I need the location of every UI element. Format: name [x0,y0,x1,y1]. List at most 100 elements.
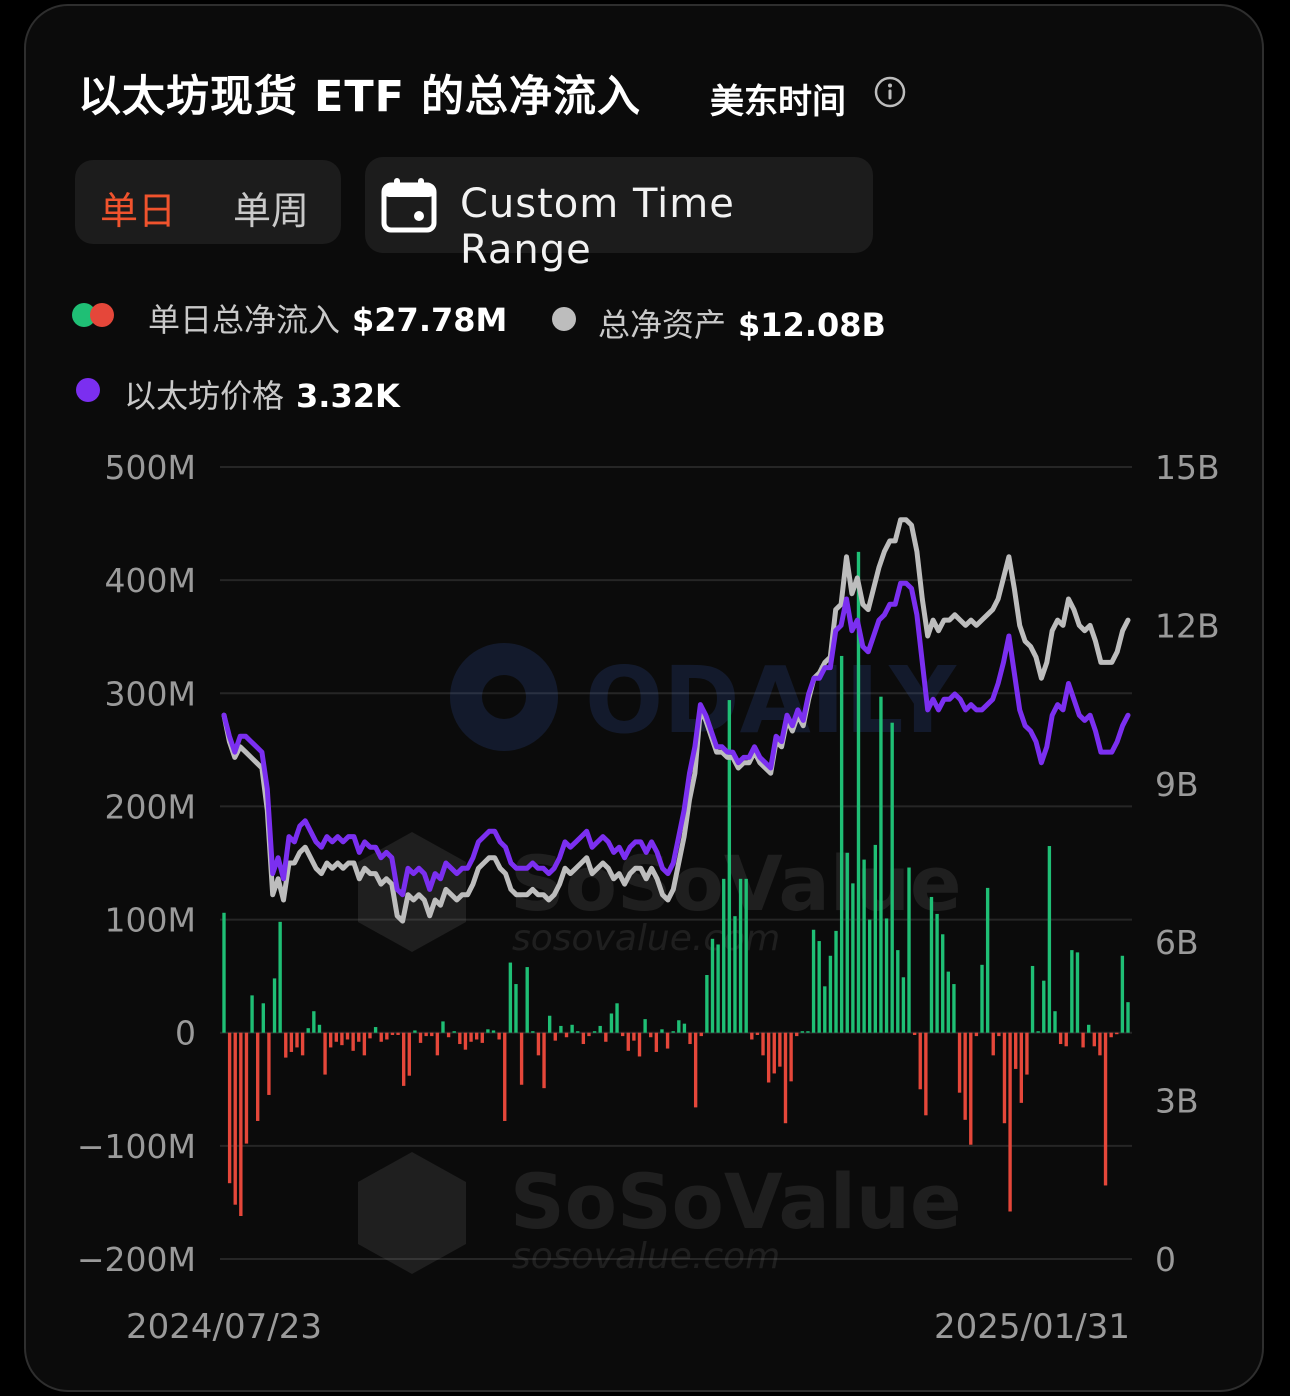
flow-bar [800,1031,805,1033]
flow-bar [806,1031,810,1033]
flow-bar [738,878,743,1033]
flow-bar [699,1032,703,1037]
x-start-label: 2024/07/23 [126,1307,322,1347]
flow-bar [328,1032,333,1048]
flow-bar [542,1032,546,1089]
flow-bar [1103,1032,1108,1186]
flow-bar [654,1032,659,1052]
flow-bar [1075,952,1080,1033]
flow-bar [581,1032,586,1045]
custom-time-range-button[interactable]: Custom Time Range [365,157,873,273]
flow-bar [632,1032,636,1041]
flow-bar [244,1032,249,1144]
flow-bar [514,984,518,1033]
flow-bar [901,977,906,1033]
flow-bar [1008,1032,1012,1212]
flow-bar [969,1032,973,1145]
flow-bar [531,1031,535,1033]
flow-bar [671,1031,675,1033]
left-tick-label: 500M [105,448,196,487]
legend-assets[interactable]: 总净资产 $12.08B [598,300,886,346]
legend-inflow-value: $27.78M [352,301,508,339]
flow-bar [828,955,833,1033]
flow-bar [980,964,984,1033]
flow-bar [480,1032,484,1043]
flow-bar [1025,1032,1029,1075]
flow-bar [1115,1032,1119,1035]
info-icon[interactable] [874,76,906,108]
flow-bar [615,1003,619,1033]
flow-bar [323,1032,327,1075]
legend-assets-label: 总净资产 [598,306,727,344]
svg-text:SoSoValue: SoSoValue [510,839,962,928]
tab-daily[interactable]: 单日 [100,189,177,233]
flow-bar [233,1032,237,1205]
right-tick-label: 15B [1155,448,1220,487]
flow-bar [418,1032,423,1043]
svg-text:SoSoValue: SoSoValue [510,1157,962,1246]
flow-bar [693,1032,698,1108]
flow-bar [284,1032,288,1058]
x-end-label: 2025/01/31 [934,1307,1130,1347]
flow-bar [609,1013,614,1033]
flow-bar [452,1031,456,1033]
flow-bar [839,655,844,1033]
legend-price[interactable]: 以太坊价格 3.32K [124,371,400,417]
flow-bar [570,1024,574,1033]
flow-bar [1064,1032,1068,1047]
flow-bar [974,1032,979,1037]
flow-bar [716,944,720,1033]
flow-bar [272,978,277,1033]
flow-bar [907,867,911,1033]
flow-bar [1030,965,1035,1033]
flow-bar [334,1032,338,1042]
legend-inflow[interactable]: 单日总净流入 $27.78M [148,295,507,341]
flow-bar [300,1032,305,1056]
flow-bar [963,1032,967,1120]
flow-bar [587,1032,591,1037]
flow-bar [761,1032,765,1056]
flow-bar [626,1032,630,1051]
flow-bar [373,1027,378,1033]
flow-bar [1126,1002,1130,1033]
flow-bar [519,1032,524,1085]
legend-assets-value: $12.08B [738,306,886,344]
flow-bar [424,1032,428,1037]
flow-bar [620,1032,625,1037]
flow-bar [856,551,861,1033]
flow-bar [1120,955,1125,1033]
flow-bar [789,1032,793,1082]
flow-bar [868,919,872,1033]
flow-bar [710,938,715,1033]
flow-bar [503,1032,507,1121]
flow-bar [817,941,821,1033]
flow-bar [312,1011,316,1033]
left-tick-label: −100M [77,1127,196,1166]
flow-bar [351,1032,355,1051]
right-tick-label: 3B [1155,1082,1199,1121]
legend-price-dot [76,378,100,402]
flow-bar [884,918,889,1033]
flow-bar [643,1019,647,1033]
flow-bar [379,1032,383,1042]
tab-weekly[interactable]: 单周 [233,189,310,233]
flow-bar [1002,1032,1007,1124]
flow-bar [772,1032,776,1074]
flow-bar [929,896,934,1033]
flow-bar [604,1032,608,1042]
flow-bar [834,930,838,1033]
flow-bar [430,1032,434,1037]
flow-bar [795,1032,799,1037]
flow-bar [845,852,849,1033]
flow-bar [957,1032,962,1093]
flow-bar [1098,1032,1102,1056]
flow-bar [991,1032,995,1056]
flow-bar [559,1025,563,1033]
flow-bar [385,1032,389,1040]
flow-bar [396,1032,400,1035]
flow-bar [435,1032,440,1056]
flow-bar [755,1032,760,1035]
flow-bar [811,929,816,1033]
eth-price-line [221,580,1131,898]
